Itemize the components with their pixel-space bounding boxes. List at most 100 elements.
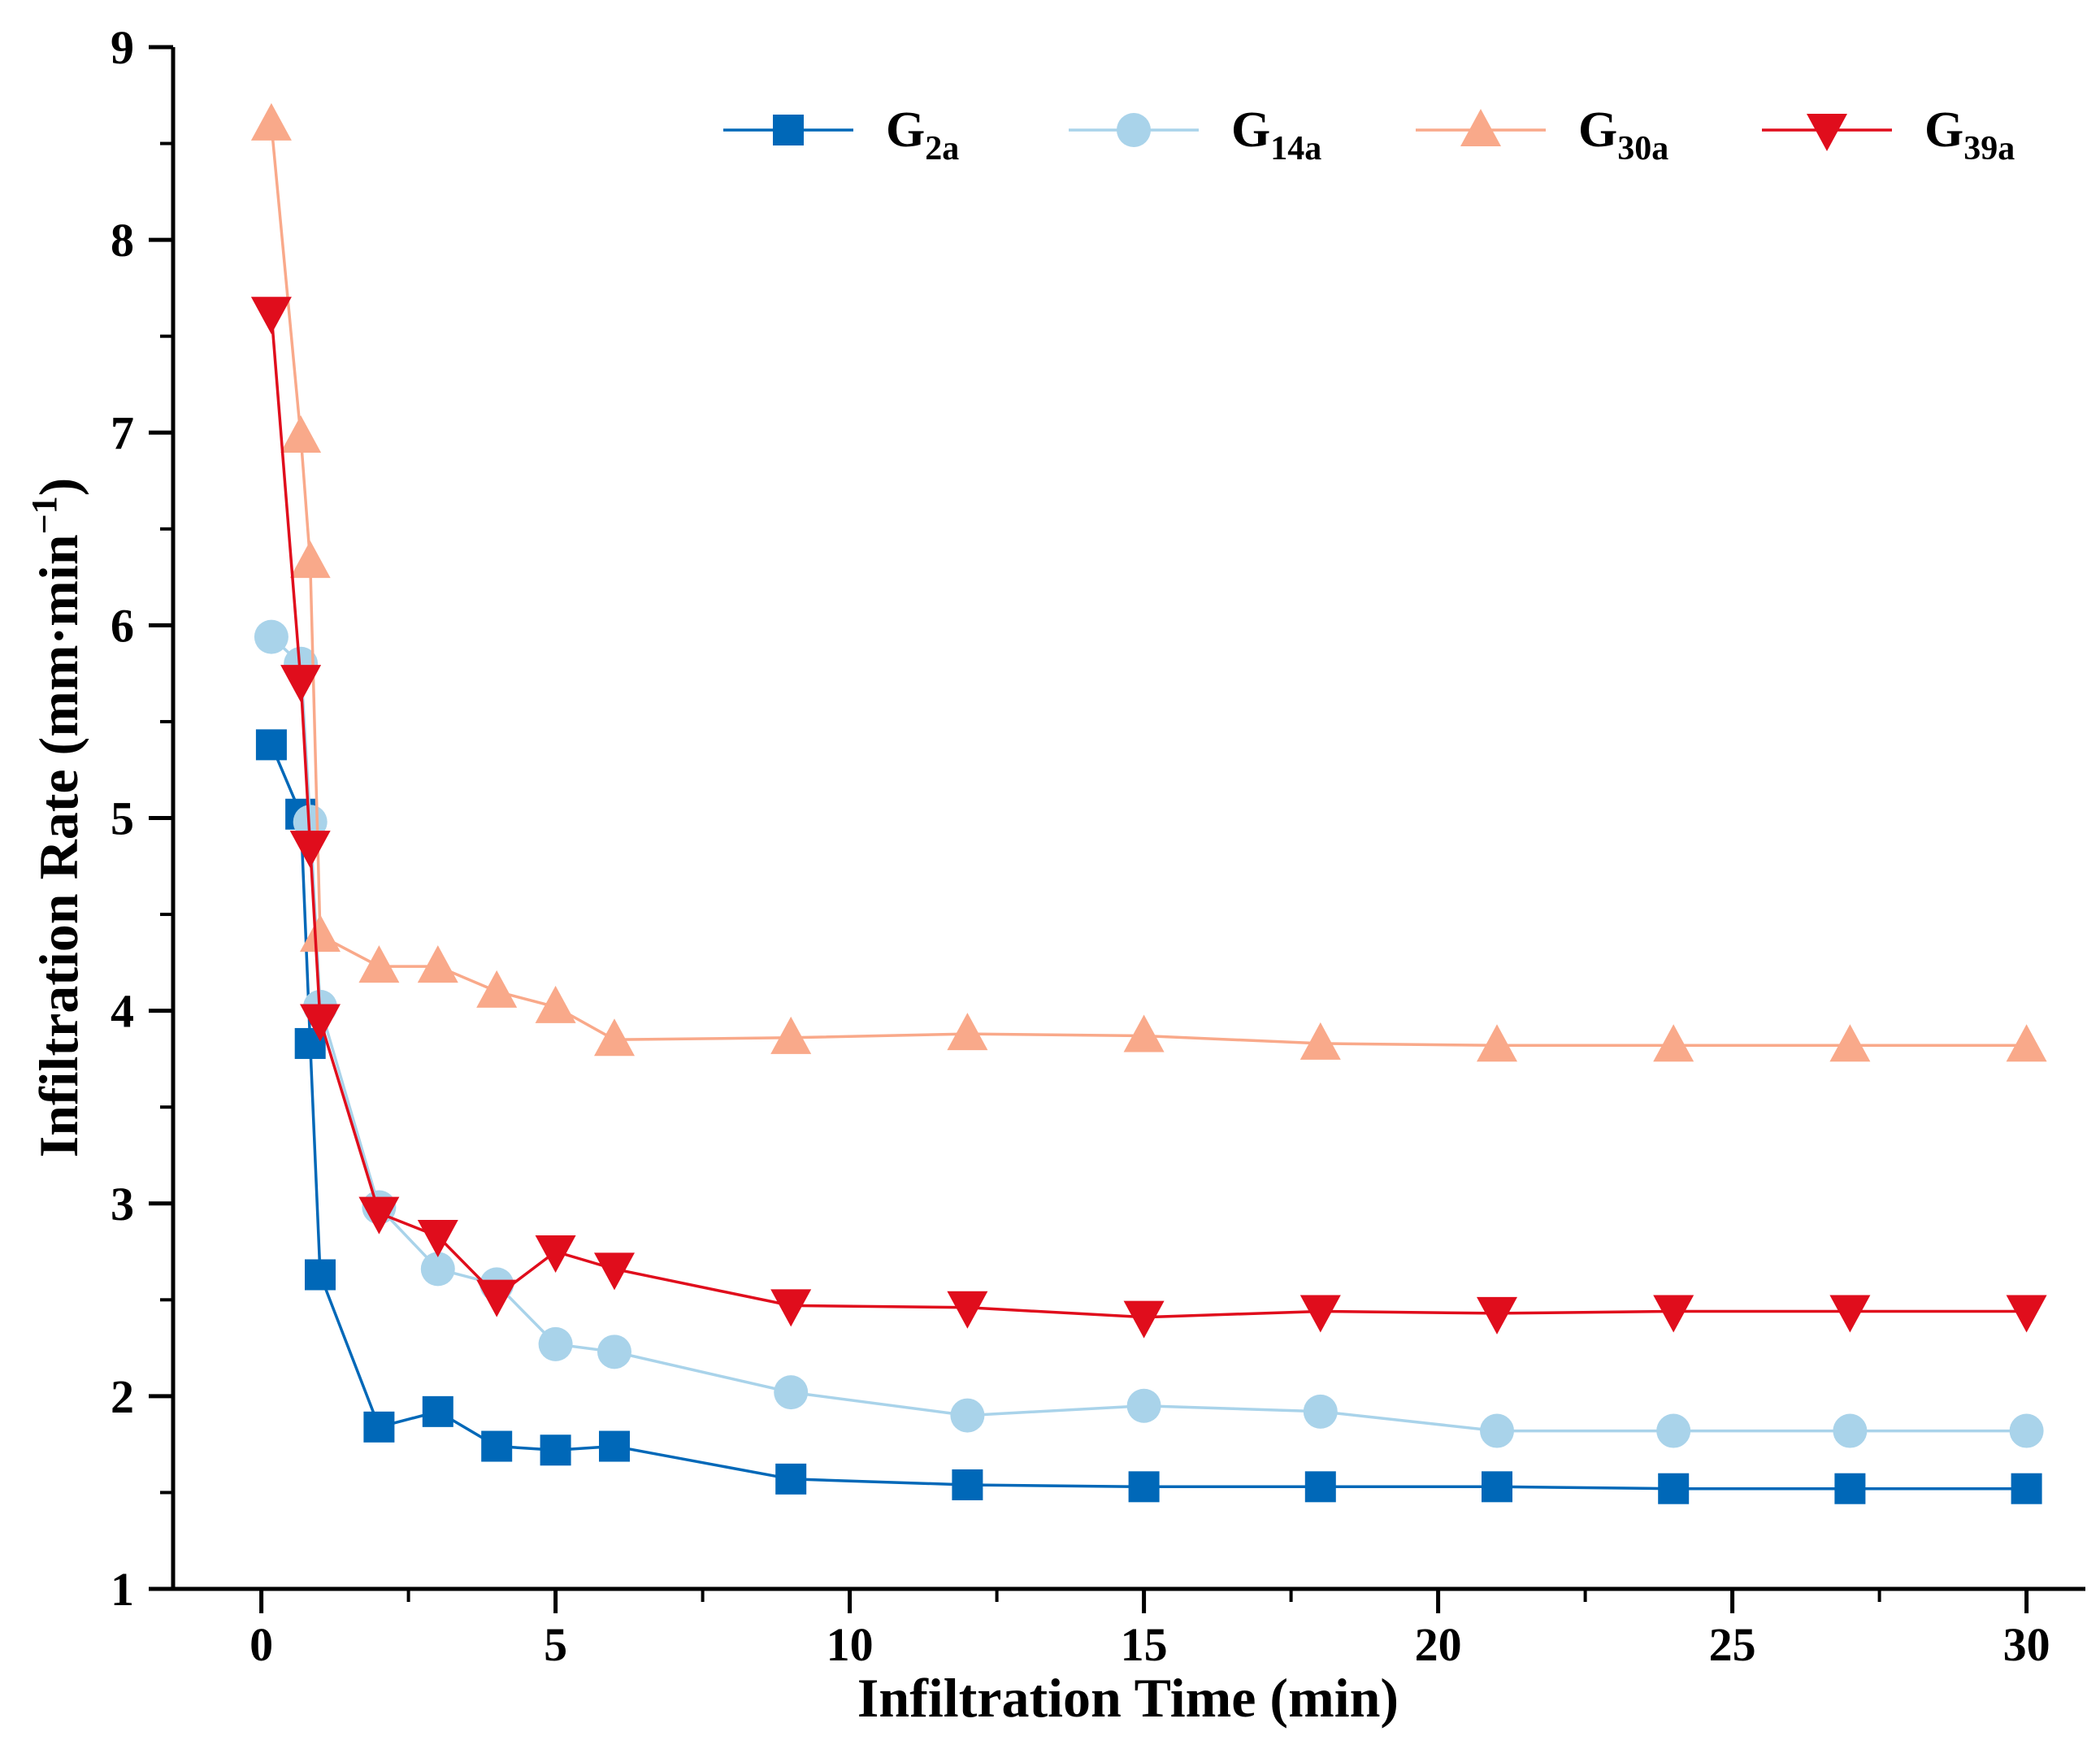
data-point xyxy=(2006,1295,2047,1333)
legend-marker xyxy=(1807,114,1847,151)
y-tick-label: 2 xyxy=(111,1370,134,1423)
data-point xyxy=(476,970,518,1008)
data-point xyxy=(540,1434,571,1466)
x-tick-label: 20 xyxy=(1415,1618,1462,1671)
data-point xyxy=(358,945,400,983)
data-point xyxy=(1126,1388,1161,1423)
data-point xyxy=(594,1018,635,1057)
legend-item: G2a xyxy=(723,102,959,167)
data-point xyxy=(280,665,322,703)
y-tick-label: 6 xyxy=(111,599,134,652)
data-point xyxy=(1299,1295,1341,1333)
data-point xyxy=(2006,1024,2047,1062)
data-point xyxy=(1656,1413,1691,1448)
data-point xyxy=(1834,1473,1866,1504)
data-point xyxy=(289,831,331,869)
data-point xyxy=(597,1335,631,1369)
data-point xyxy=(535,1235,576,1274)
y-axis-title-main: Infiltration Rate (mm·min xyxy=(28,534,89,1157)
y-axis-title-close: ) xyxy=(28,478,89,497)
series-39a xyxy=(250,297,2047,1339)
x-tick-label: 5 xyxy=(544,1618,567,1671)
data-point xyxy=(417,945,458,983)
legend-label-base: G xyxy=(1924,102,1963,158)
data-point xyxy=(1833,1413,1868,1448)
data-point xyxy=(775,1463,807,1495)
x-tick-label: 30 xyxy=(2003,1618,2050,1671)
data-point xyxy=(535,985,576,1023)
legend-marker xyxy=(1460,109,1501,146)
data-point xyxy=(1303,1394,1338,1429)
data-point xyxy=(300,1004,341,1042)
legend-marker xyxy=(1117,113,1151,147)
x-tick-label: 10 xyxy=(827,1618,874,1671)
data-point xyxy=(774,1375,809,1410)
x-tick-label: 0 xyxy=(249,1618,273,1671)
data-point xyxy=(1829,1295,1871,1333)
legend-label-base: G xyxy=(1578,102,1617,158)
legend-item: G14a xyxy=(1069,102,1321,167)
data-point xyxy=(1477,1296,1517,1335)
data-point xyxy=(250,297,292,335)
data-point xyxy=(358,1196,400,1235)
legend-item: G39a xyxy=(1762,102,2015,167)
y-axis-title: Infiltration Rate (mm·min−1) xyxy=(24,478,89,1158)
legend-item: G30a xyxy=(1416,102,1668,167)
data-point xyxy=(1299,1022,1341,1060)
legend-label-subscript: 39a xyxy=(1963,130,2015,167)
data-point xyxy=(947,1291,988,1329)
y-axis-ticks: 1 2 3 4 5 6 7 8 9 xyxy=(111,21,173,1616)
data-point xyxy=(1128,1471,1160,1503)
y-tick-label: 7 xyxy=(111,406,134,459)
data-point xyxy=(250,102,292,141)
data-point xyxy=(1123,1300,1165,1339)
series-line xyxy=(270,744,2027,1491)
x-tick-label: 25 xyxy=(1709,1618,1756,1671)
data-point xyxy=(1304,1471,1336,1503)
data-point xyxy=(1123,1014,1165,1052)
data-point xyxy=(1653,1295,1694,1333)
data-point xyxy=(1480,1413,1514,1448)
data-point xyxy=(280,414,322,453)
data-point xyxy=(950,1398,985,1433)
data-point xyxy=(254,619,289,654)
data-point xyxy=(300,914,341,953)
legend-label-base: G xyxy=(1231,102,1270,158)
legend-label: G39a xyxy=(1924,102,2015,167)
data-point xyxy=(305,1259,336,1291)
y-tick-label: 1 xyxy=(111,1563,134,1616)
data-point xyxy=(1477,1024,1517,1062)
y-tick-label: 4 xyxy=(111,985,134,1038)
series-30a xyxy=(250,102,2047,1062)
y-tick-label: 5 xyxy=(111,792,134,845)
data-point xyxy=(594,1252,635,1291)
data-point xyxy=(1482,1471,1512,1503)
legend-label-base: G xyxy=(886,102,925,158)
data-point xyxy=(255,729,287,761)
y-axis-title-superscript: −1 xyxy=(24,496,64,534)
legend-label: G14a xyxy=(1231,102,1321,167)
y-tick-label: 9 xyxy=(111,21,134,74)
data-point xyxy=(476,1279,518,1317)
data-point xyxy=(1653,1024,1694,1062)
series-line xyxy=(270,313,2027,1319)
plot-frame xyxy=(171,47,2085,1591)
legend-label-subscript: 14a xyxy=(1270,130,1321,167)
data-point xyxy=(417,1220,458,1258)
data-point xyxy=(2009,1413,2044,1448)
data-point xyxy=(481,1430,513,1462)
data-point xyxy=(420,1252,455,1287)
legend: G2a G14a G30a G39a xyxy=(723,102,2015,167)
series-layer xyxy=(250,102,2047,1504)
x-axis-ticks: 0 5 10 15 20 25 30 xyxy=(249,1589,2050,1671)
data-point xyxy=(947,1013,988,1051)
legend-label-subscript: 30a xyxy=(1617,130,1668,167)
x-axis-title: Infiltration Time (min) xyxy=(857,1667,1399,1729)
data-point xyxy=(952,1469,983,1500)
y-tick-label: 8 xyxy=(111,214,134,267)
y-tick-label: 3 xyxy=(111,1178,134,1230)
data-point xyxy=(599,1430,630,1462)
series-line xyxy=(270,124,2027,1048)
data-point xyxy=(770,1016,812,1054)
